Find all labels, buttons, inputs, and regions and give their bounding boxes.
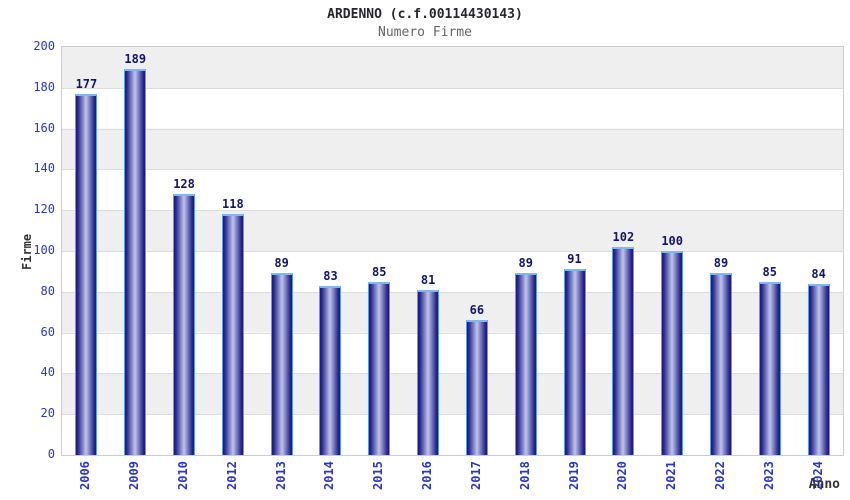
gridline: [62, 87, 843, 89]
bar-2012: [221, 214, 244, 455]
gridline: [62, 251, 843, 252]
gridline: [62, 414, 843, 416]
gridline: [62, 169, 843, 171]
chart-subtitle: Numero Firme: [378, 25, 472, 40]
bar-value-label: 83: [323, 268, 338, 283]
y-tick-label: 160: [33, 120, 55, 135]
gridline: [62, 373, 843, 375]
x-tick-label: 2006: [78, 461, 93, 490]
bar-2018: [514, 273, 537, 455]
bar-2023: [758, 281, 781, 455]
bar-value-label: 177: [75, 76, 98, 91]
x-tick-label: 2016: [420, 461, 435, 490]
x-tick-label: 2015: [371, 461, 386, 490]
gridline: [62, 128, 843, 130]
x-tick-label: 2021: [664, 461, 679, 490]
y-tick-label: 200: [33, 39, 55, 53]
bar-value-label: 81: [420, 272, 436, 287]
bar-2015: [368, 281, 391, 455]
bar-2024: [807, 283, 830, 455]
bar-value-label: 100: [661, 234, 683, 248]
bar-2019: [563, 269, 586, 455]
bar-value-label: 85: [372, 264, 387, 279]
bar-value-label: 102: [612, 229, 635, 244]
x-axis-title: Anno: [808, 477, 840, 492]
bar-value-label: 66: [469, 303, 485, 318]
x-tick-label: 2018: [517, 461, 532, 490]
y-tick-label: 80: [40, 283, 55, 298]
bar-2009: [124, 69, 147, 455]
x-tick-label: 2014: [322, 461, 337, 490]
y-tick-label: 20: [40, 406, 55, 421]
gridline: [62, 291, 843, 293]
y-tick-label: 0: [47, 447, 55, 461]
bar-value-label: 89: [713, 256, 729, 271]
bar-2016: [417, 289, 440, 455]
gridline: [62, 210, 843, 212]
bar-2013: [270, 273, 293, 455]
bar-2010: [173, 193, 196, 455]
bar-value-label: 118: [222, 197, 244, 212]
y-tick-label: 120: [33, 202, 55, 217]
bar-value-label: 84: [811, 266, 826, 281]
y-tick-label: 100: [33, 243, 55, 257]
x-tick-label: 2012: [224, 461, 239, 490]
bar-value-label: 85: [762, 264, 777, 279]
y-tick-label: 140: [33, 161, 55, 176]
bar-value-label: 91: [567, 252, 582, 267]
bar-value-label: 189: [124, 52, 147, 67]
plot-area: 177 189 128 118 89 83 85 81 66 89 91 102 100 89 85 84: [61, 46, 844, 456]
x-tick-label: 2010: [176, 461, 191, 490]
bar-2021: [661, 251, 684, 455]
chart-title: ARDENNO (c.f.00114430143): [327, 7, 523, 22]
y-tick-label: 40: [40, 365, 55, 380]
bar-value-label: 128: [173, 176, 195, 191]
bar-2020: [612, 246, 635, 455]
x-tick-label: 2019: [566, 461, 581, 490]
x-tick-label: 2009: [127, 461, 142, 490]
y-tick-label: 60: [40, 324, 55, 339]
x-tick-label: 2017: [468, 461, 483, 490]
x-tick-label: 2013: [273, 461, 288, 490]
bar-2022: [709, 273, 732, 455]
bar-2014: [319, 285, 342, 455]
bar-2017: [465, 320, 488, 455]
bar-value-label: 89: [518, 256, 533, 271]
y-tick-label: 180: [33, 79, 55, 94]
x-tick-label: 2020: [615, 461, 630, 490]
bar-value-label: 89: [274, 256, 289, 271]
gridline: [62, 332, 843, 334]
bar-2006: [75, 93, 98, 455]
